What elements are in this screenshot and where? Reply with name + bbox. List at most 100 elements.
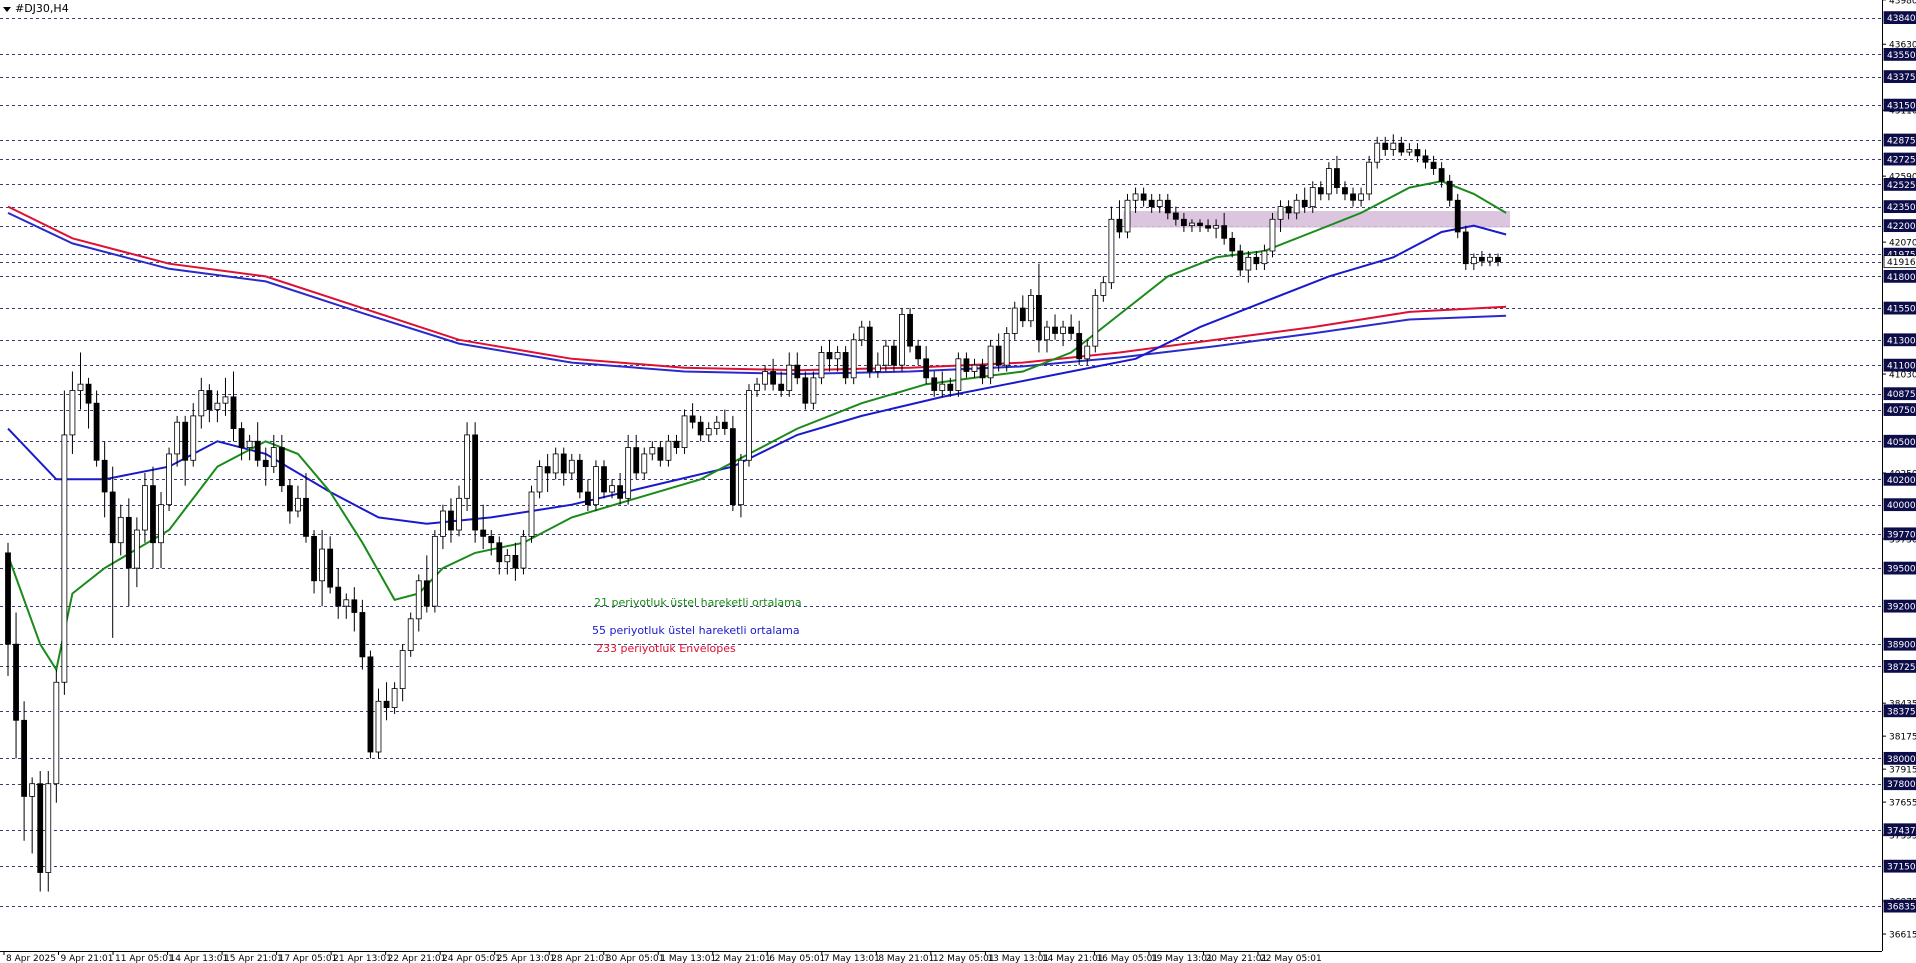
price-scale-labels: 4398043630431104259042070410304025039730… [1882, 0, 1916, 941]
candle-body-112 [907, 314, 913, 347]
candle-body-39 [319, 548, 326, 582]
candle-115 [931, 371, 938, 397]
candle-body-117 [947, 383, 954, 391]
candle-131 [1060, 320, 1066, 347]
price-label-27: 37800 [1883, 777, 1916, 791]
candle-body-119 [963, 358, 970, 372]
candle-2 [21, 701, 28, 841]
candle-body-152 [1229, 237, 1236, 252]
candle-86 [697, 415, 704, 442]
price-label-box-29 [1883, 859, 1916, 873]
candle-body-155 [1253, 256, 1260, 265]
dropdown-triangle-icon[interactable] [3, 6, 11, 12]
candle-body-89 [721, 421, 728, 429]
candle-51 [415, 574, 422, 632]
candle-body-142 [1148, 199, 1155, 208]
price-label-text-26: 38000 [1887, 755, 1916, 765]
candle-85 [689, 403, 696, 429]
candle-body-165 [1334, 168, 1340, 188]
candle-38 [311, 530, 317, 594]
time-tick-label-18: 13 May 13:01 [987, 954, 1049, 963]
time-tick-label-16: 8 May 21:01 [878, 954, 934, 963]
candle-body-153 [1237, 250, 1244, 271]
time-tick-label-0: 8 Apr 2025 [6, 954, 56, 963]
candle-102 [826, 339, 833, 372]
time-tick-label-12: 1 May 13:01 [660, 954, 716, 963]
candle-body-50 [407, 618, 414, 651]
price-label-text-21: 39500 [1887, 565, 1916, 575]
candle-body-79 [641, 453, 648, 474]
candle-body-33 [270, 447, 277, 468]
price-label-text-27: 37800 [1887, 780, 1916, 790]
candle-body-87 [705, 428, 712, 436]
price-label-text-28: 37437 [1887, 826, 1916, 836]
candle-43 [351, 587, 358, 632]
price-label-20: 39770 [1883, 527, 1916, 540]
price-label-23: 38900 [1883, 637, 1916, 651]
candle-body-114 [923, 358, 930, 379]
candle-172 [1390, 134, 1397, 156]
candle-40 [327, 536, 334, 594]
candle-119 [963, 352, 970, 378]
candle-173 [1398, 136, 1405, 156]
candle-body-32 [262, 459, 269, 468]
candle-126 [1019, 295, 1026, 328]
candle-92 [746, 384, 752, 467]
candle-body-178 [1438, 168, 1445, 182]
candle-16 [133, 517, 140, 588]
candle-67 [544, 453, 551, 492]
price-label-text-23: 38900 [1887, 641, 1916, 651]
price-tick-label-14: 36615 [1889, 931, 1916, 941]
candle-71 [576, 453, 583, 499]
price-label-box-23 [1883, 637, 1916, 651]
ema55-line [7, 224, 1507, 525]
candle-body-104 [842, 352, 849, 379]
candle-body-170 [1374, 142, 1381, 163]
chart-symbol-title[interactable]: #DJ30,H4 [3, 2, 69, 15]
candle-146 [1180, 212, 1187, 232]
candle-68 [552, 447, 559, 480]
candle-58 [472, 422, 479, 543]
candle-81 [657, 441, 664, 467]
candle-body-85 [689, 415, 696, 423]
time-tick-label-6: 21 Apr 13:01 [333, 954, 392, 963]
candle-25 [206, 384, 213, 423]
candle-48 [391, 682, 398, 714]
price-label-box-27 [1883, 777, 1916, 791]
candle-body-135 [1092, 294, 1099, 347]
candle-body-31 [254, 440, 261, 461]
candle-body-161 [1301, 199, 1308, 208]
candle-body-128 [1036, 294, 1042, 341]
price-label-17: 40500 [1883, 434, 1916, 448]
candle-33 [270, 434, 277, 473]
candle-4 [37, 771, 44, 892]
candle-83 [673, 434, 680, 454]
candle-body-151 [1221, 225, 1228, 239]
candle-body-136 [1100, 282, 1107, 296]
price-tick-label-11: 37655 [1889, 799, 1916, 809]
candle-108 [874, 352, 881, 378]
candle-body-29 [238, 428, 245, 448]
candle-body-23 [190, 415, 197, 461]
price-label-text-0: 43840 [1887, 14, 1916, 24]
price-label-2: 43375 [1883, 70, 1916, 83]
candle-body-9 [77, 383, 84, 391]
candle-body-123 [995, 345, 1002, 366]
candle-163 [1317, 181, 1324, 201]
candle-147 [1189, 219, 1195, 232]
candle-169 [1366, 155, 1373, 201]
price-label-text-1: 43550 [1887, 51, 1916, 61]
candle-body-81 [657, 447, 664, 461]
candle-152 [1229, 231, 1236, 258]
candle-117 [947, 377, 954, 397]
time-tick-label-14: 6 May 05:01 [769, 954, 825, 963]
candle-body-185 [1495, 256, 1501, 263]
price-label-text-22: 39200 [1887, 603, 1916, 613]
time-tick-label-4: 15 Apr 21:01 [224, 954, 283, 963]
candle-body-132 [1068, 326, 1075, 334]
candle-body-157 [1269, 218, 1276, 252]
candle-body-98 [794, 364, 801, 379]
candle-body-127 [1027, 294, 1034, 322]
